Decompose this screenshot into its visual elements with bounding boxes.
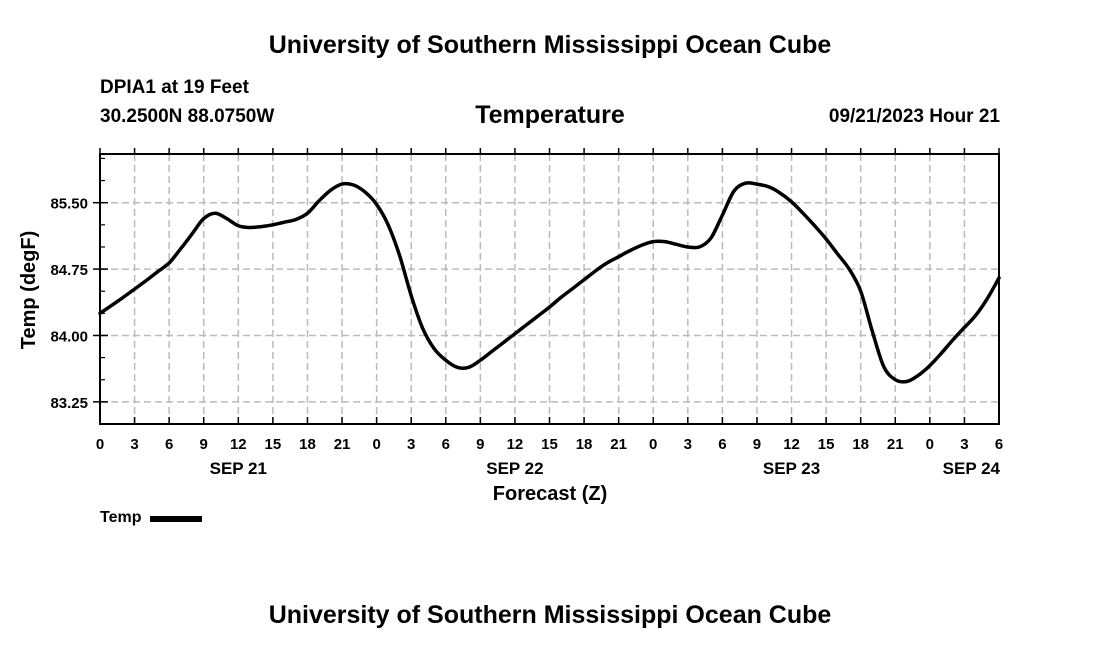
footer-title: University of Southern Mississippi Ocean… bbox=[268, 601, 832, 629]
x-tick-label: 12 bbox=[230, 436, 247, 453]
x-tick-label: 9 bbox=[753, 436, 761, 453]
x-axis-title: Forecast (Z) bbox=[493, 483, 607, 505]
y-axis-title: Temp (degF) bbox=[18, 231, 40, 350]
x-tick-label: 3 bbox=[407, 436, 415, 453]
x-tick-label: 3 bbox=[684, 436, 692, 453]
x-tick-label: 6 bbox=[165, 436, 173, 453]
date-label: SEP 24 bbox=[943, 459, 1001, 478]
x-tick-label: 0 bbox=[649, 436, 657, 453]
page-title: University of Southern Mississippi Ocean… bbox=[268, 31, 832, 59]
y-tick-label: 83.25 bbox=[50, 395, 88, 412]
x-tick-label: 0 bbox=[926, 436, 934, 453]
x-tick-label: 0 bbox=[96, 436, 104, 453]
x-tick-label: 15 bbox=[265, 436, 282, 453]
x-tick-label: 3 bbox=[130, 436, 138, 453]
y-tick-label: 84.00 bbox=[50, 328, 88, 345]
chart-title: Temperature bbox=[475, 101, 625, 129]
x-tick-label: 9 bbox=[476, 436, 484, 453]
x-tick-label: 0 bbox=[372, 436, 380, 453]
station-label: DPIA1 at 19 Feet bbox=[100, 77, 249, 98]
x-tick-label: 6 bbox=[718, 436, 726, 453]
x-tick-label: 18 bbox=[852, 436, 869, 453]
axis-labels: 0 3 6 9 12 15 18 21 0 3 6 9 12 15 18 21 0 3 6 9 12 15 18 21 0 3 6 8… bbox=[50, 196, 1003, 478]
station-coordinates: 30.2500N 88.0750W bbox=[100, 106, 275, 127]
x-tick-label: 9 bbox=[200, 436, 208, 453]
x-tick-label: 21 bbox=[610, 436, 627, 453]
y-tick-label: 85.50 bbox=[50, 196, 88, 213]
x-tick-label: 3 bbox=[960, 436, 968, 453]
y-tick-label: 84.75 bbox=[50, 262, 88, 279]
date-label: SEP 23 bbox=[763, 459, 820, 478]
x-tick-label: 6 bbox=[442, 436, 450, 453]
axis-ticks bbox=[93, 148, 1000, 425]
legend-label-temp: Temp bbox=[100, 509, 142, 526]
x-tick-label: 21 bbox=[887, 436, 904, 453]
x-tick-label: 15 bbox=[818, 436, 835, 453]
forecast-datetime: 09/21/2023 Hour 21 bbox=[828, 106, 1000, 127]
grid-lines bbox=[100, 154, 999, 424]
x-tick-label: 21 bbox=[334, 436, 351, 453]
legend-swatch-temp bbox=[150, 516, 203, 522]
x-tick-label: 15 bbox=[541, 436, 558, 453]
x-tick-label: 12 bbox=[507, 436, 524, 453]
x-tick-label: 18 bbox=[576, 436, 593, 453]
date-label: SEP 21 bbox=[210, 459, 267, 478]
legend: Temp bbox=[100, 509, 203, 527]
x-tick-label: 18 bbox=[299, 436, 316, 453]
temp-series-line bbox=[98, 181, 1001, 384]
x-tick-label: 12 bbox=[783, 436, 800, 453]
x-tick-label: 6 bbox=[995, 436, 1003, 453]
date-label: SEP 22 bbox=[486, 459, 543, 478]
